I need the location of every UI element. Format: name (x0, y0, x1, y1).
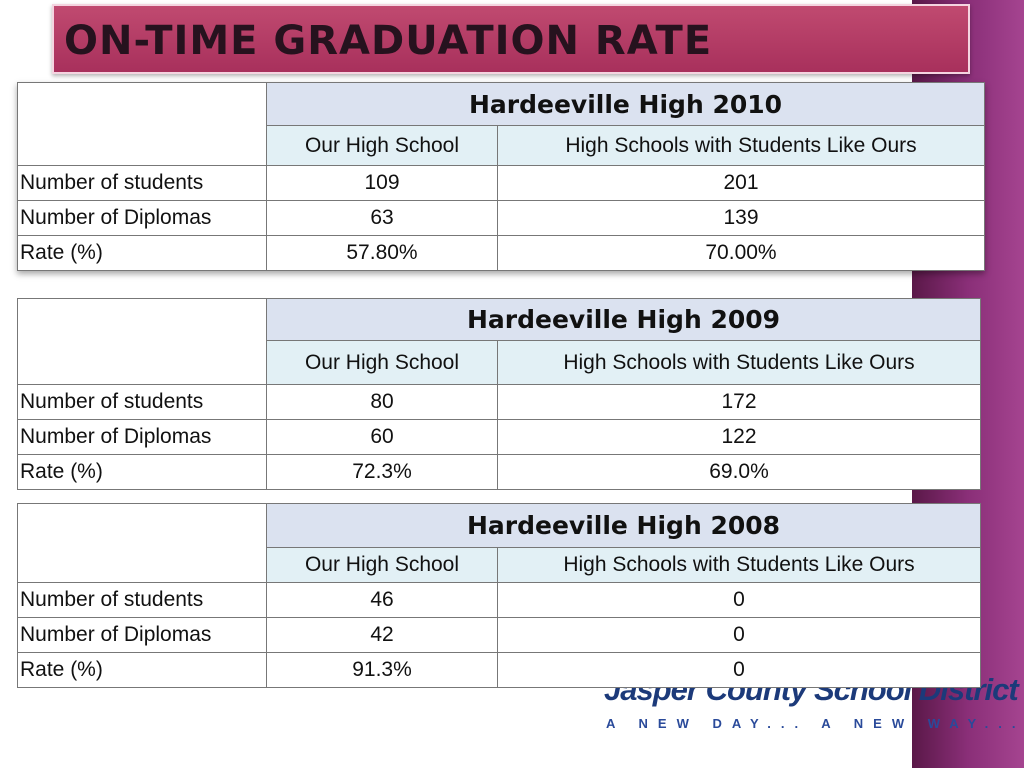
cell: 69.0% (497, 454, 981, 490)
data-row: Number of students 46 0 (17, 582, 981, 618)
column-row: Our High School High Schools with Student… (18, 547, 981, 583)
data-row: Number of students 109 201 (17, 165, 985, 201)
blank-cell (17, 82, 267, 166)
heading-row: Hardeeville High 2010 (17, 82, 985, 166)
cell: 70.00% (497, 235, 985, 271)
row-label: Number of Diplomas (17, 617, 267, 653)
cell: 109 (266, 165, 498, 201)
row-label: Number of students (17, 165, 267, 201)
cell: 122 (497, 419, 981, 455)
cell: 63 (266, 200, 498, 236)
table-heading: Hardeeville High 2009 (266, 298, 981, 341)
cell: 46 (266, 582, 498, 618)
data-row: Number of Diplomas 42 0 (17, 617, 981, 653)
cell: 172 (497, 384, 981, 420)
blank-cell (17, 298, 267, 385)
data-row: Number of students 80 172 (17, 384, 981, 420)
row-label: Number of students (17, 582, 267, 618)
data-row: Number of Diplomas 60 122 (17, 419, 981, 455)
logo-tagline: A NEW DAY... A NEW WAY... (606, 716, 1024, 731)
row-label: Number of students (17, 384, 267, 420)
data-table: Hardeeville High 2009 Our High School High… (17, 298, 981, 490)
data-table: Hardeeville High 2010 Our High School High… (17, 82, 985, 271)
column-row: Our High School High Schools with Student… (18, 125, 985, 166)
cell: 0 (497, 582, 981, 618)
data-row: Rate (%) 72.3% 69.0% (17, 454, 981, 490)
table-heading: Hardeeville High 2008 (266, 503, 981, 548)
row-label: Rate (%) (17, 652, 267, 688)
title-banner: ON-TIME GRADUATION RATE (52, 4, 970, 74)
column-header: High Schools with Students Like Ours (497, 547, 981, 583)
column-header: High Schools with Students Like Ours (497, 125, 985, 166)
data-table: Hardeeville High 2008 Our High School High… (17, 503, 981, 688)
blank-cell (17, 503, 267, 583)
row-label: Rate (%) (17, 454, 267, 490)
cell: 60 (266, 419, 498, 455)
data-row: Rate (%) 91.3% 0 (17, 652, 981, 688)
title: ON-TIME GRADUATION RATE (64, 18, 713, 64)
cell: 91.3% (266, 652, 498, 688)
cell: 42 (266, 617, 498, 653)
cell: 0 (497, 617, 981, 653)
column-header: High Schools with Students Like Ours (497, 340, 981, 385)
cell: 139 (497, 200, 985, 236)
cell: 72.3% (266, 454, 498, 490)
table-heading: Hardeeville High 2010 (266, 82, 985, 126)
column-header: Our High School (266, 125, 498, 166)
cell: 80 (266, 384, 498, 420)
heading-row: Hardeeville High 2008 (17, 503, 981, 583)
column-header: Our High School (266, 340, 498, 385)
row-label: Number of Diplomas (17, 419, 267, 455)
cell: 201 (497, 165, 985, 201)
cell: 0 (497, 652, 981, 688)
row-label: Rate (%) (17, 235, 267, 271)
column-header: Our High School (266, 547, 498, 583)
data-row: Number of Diplomas 63 139 (17, 200, 985, 236)
row-label: Number of Diplomas (17, 200, 267, 236)
cell: 57.80% (266, 235, 498, 271)
data-row: Rate (%) 57.80% 70.00% (17, 235, 985, 271)
heading-row: Hardeeville High 2009 (17, 298, 981, 385)
